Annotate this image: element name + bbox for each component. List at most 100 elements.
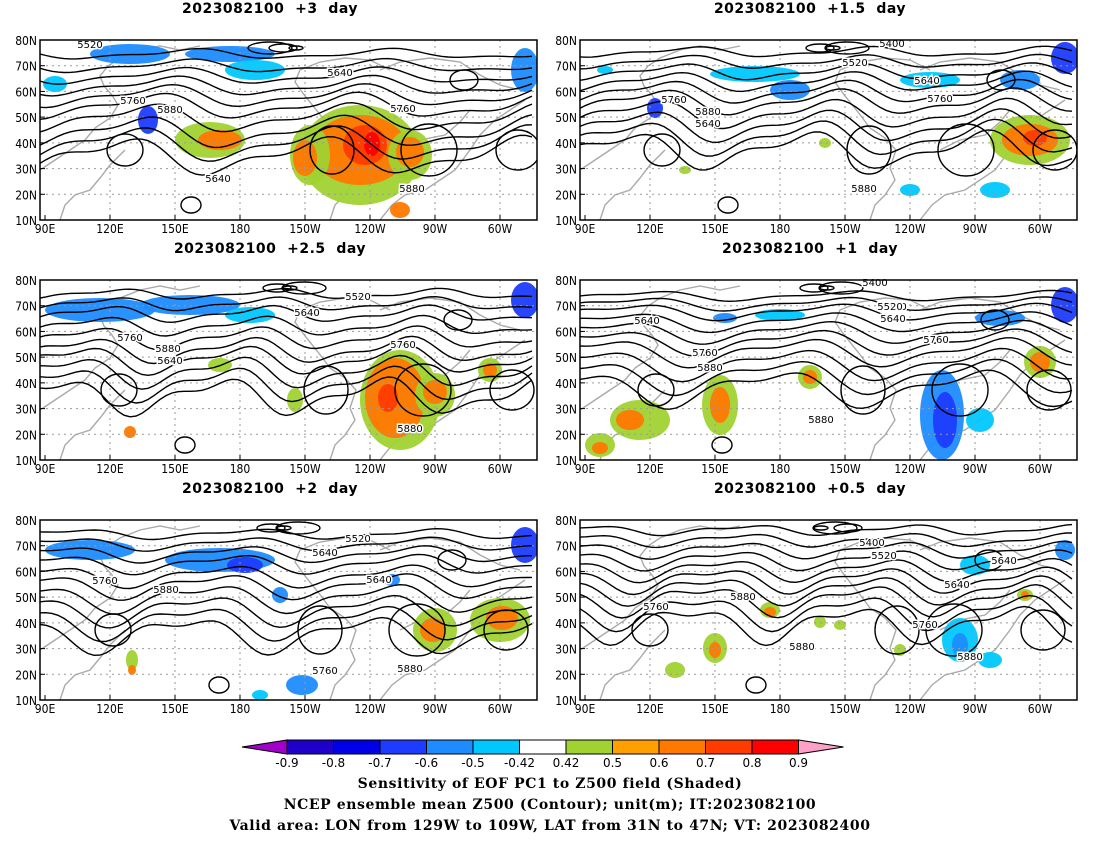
lon-tick-label: 60W [1028, 462, 1053, 476]
lon-tick-label: 180 [230, 462, 251, 476]
map-frame [39, 279, 538, 461]
contour-label: 5640 [327, 68, 352, 79]
lon-tick-label: 60W [488, 702, 513, 716]
lat-tick-label: 70N [15, 540, 37, 554]
lon-tick-label: 90E [575, 702, 596, 716]
contour-label: 5760 [661, 95, 686, 106]
panel-title: 2023082100 +0.5 day [713, 481, 907, 497]
contour-label: 5640 [157, 356, 182, 367]
lat-tick-label: 80N [15, 274, 37, 288]
sensitivity-shading [597, 42, 1077, 198]
lon-tick-label: 90W [963, 462, 988, 476]
lat-tick-label: 70N [555, 300, 577, 314]
map-panel-4: 2023082100 +1 day 5400 5520 5640 5760 5880 55… [540, 240, 1080, 480]
colorbar-tick-label: -0.9 [275, 756, 298, 770]
lat-tick-label: 30N [555, 403, 577, 417]
lat-tick-label: 60N [555, 85, 577, 99]
map-panel-3: 2023082100 +2.5 day 5520 5640 5760 5880 5640… [0, 240, 540, 480]
lon-tick-label: 150W [289, 222, 321, 236]
lat-tick-label: 50N [555, 111, 577, 125]
lat-tick-label: 20N [555, 188, 577, 202]
contour-label: 5760 [390, 104, 415, 115]
lat-tick-label: 20N [555, 668, 577, 682]
lon-tick-label: 90E [35, 462, 56, 476]
lat-tick-label: 50N [15, 591, 37, 605]
z500-map: 5520 5640 5760 5880 5640 5760 5880 80N 70N 60N 50N… [15, 34, 538, 236]
contour-label: 5880 [153, 585, 178, 596]
lon-tick-label: 150W [829, 462, 861, 476]
lat-tick-label: 40N [555, 617, 577, 631]
lon-tick-label: 120W [354, 702, 386, 716]
contour-label: 5520 [871, 551, 896, 562]
lat-tick-label: 80N [15, 514, 37, 528]
contour-label: 5640 [312, 548, 337, 559]
colorbar-arrow-right [798, 739, 844, 755]
lon-tick-label: 150E [701, 222, 729, 236]
contour-label: 5520 [345, 292, 370, 303]
lon-tick-label: 150W [289, 702, 321, 716]
lat-tick-label: 30N [15, 163, 37, 177]
lat-tick-label: 70N [555, 60, 577, 74]
lon-tick-label: 180 [230, 702, 251, 716]
lon-tick-label: 90W [423, 702, 448, 716]
lon-tick-label: 150E [701, 462, 729, 476]
lat-tick-label: 30N [555, 643, 577, 657]
z500-map: 5400552056405760588056405760588080N70N60… [555, 34, 1078, 236]
lon-tick-label: 90E [575, 462, 596, 476]
colorbar-swatch [612, 739, 660, 755]
colorbar-tick-label: 0.5 [603, 756, 622, 770]
contour-label: 5880 [155, 344, 180, 355]
lon-tick-label: 150W [829, 702, 861, 716]
lon-tick-label: 150W [829, 222, 861, 236]
contour-label: 5760 [923, 335, 948, 346]
lat-tick-label: 80N [555, 274, 577, 288]
contour-label: 5760 [692, 348, 717, 359]
contour-label: 5760 [312, 666, 337, 677]
lon-tick-label: 120E [636, 702, 664, 716]
coastline [40, 525, 526, 700]
lon-tick-label: 60W [1028, 222, 1053, 236]
contour-label: 5400 [859, 538, 884, 549]
lon-tick-label: 120W [354, 222, 386, 236]
lat-tick-label: 40N [15, 617, 37, 631]
lon-tick-label: 90W [963, 702, 988, 716]
colorbar-tick-label: 0.8 [742, 756, 761, 770]
colorbar-tick-label: 0.42 [553, 756, 580, 770]
lon-tick-label: 150E [161, 702, 189, 716]
z500-map: 5520 5640 5760 5880 5640 5760 5880 80N 70N 60N 50N… [15, 514, 538, 716]
lat-tick-label: 50N [555, 591, 577, 605]
contour-label: 5760 [390, 340, 415, 351]
lat-tick-label: 10N [15, 214, 37, 228]
contour-label: 5880 [851, 184, 876, 195]
contour-label: 5640 [366, 575, 391, 586]
lon-tick-label: 90W [963, 222, 988, 236]
lon-tick-label: 90W [423, 462, 448, 476]
colorbar-swatch [379, 739, 427, 755]
lon-tick-label: 180 [770, 462, 791, 476]
lat-tick-label: 10N [555, 454, 577, 468]
lat-tick-label: 50N [15, 351, 37, 365]
contour-label: 5520 [877, 302, 902, 313]
colorbar-arrow-left [241, 739, 288, 755]
lat-tick-label: 10N [555, 214, 577, 228]
contour-label: 5880 [808, 415, 833, 426]
panel-title: 2023082100 +2 day [181, 481, 359, 497]
panel-title: 2023082100 +1.5 day [713, 1, 907, 17]
z500-contours [580, 521, 1073, 694]
lat-tick-label: 20N [555, 428, 577, 442]
lat-tick-label: 80N [555, 34, 577, 48]
colorbar-tick-label: 0.7 [696, 756, 715, 770]
lon-tick-label: 120E [96, 462, 124, 476]
lon-tick-label: 120E [636, 462, 664, 476]
colorbar-swatch [658, 739, 706, 755]
contour-label: 5760 [643, 602, 668, 613]
lat-tick-label: 40N [15, 137, 37, 151]
colorbar-tick-label: -0.42 [504, 756, 535, 770]
map-frame [39, 519, 538, 701]
contour-label: 5520 [842, 58, 867, 69]
colorbar-swatch [751, 739, 799, 755]
contour-label: 5880 [695, 107, 720, 118]
colorbar-swatch [472, 739, 520, 755]
lon-tick-label: 90E [35, 222, 56, 236]
lon-tick-label: 120W [354, 462, 386, 476]
